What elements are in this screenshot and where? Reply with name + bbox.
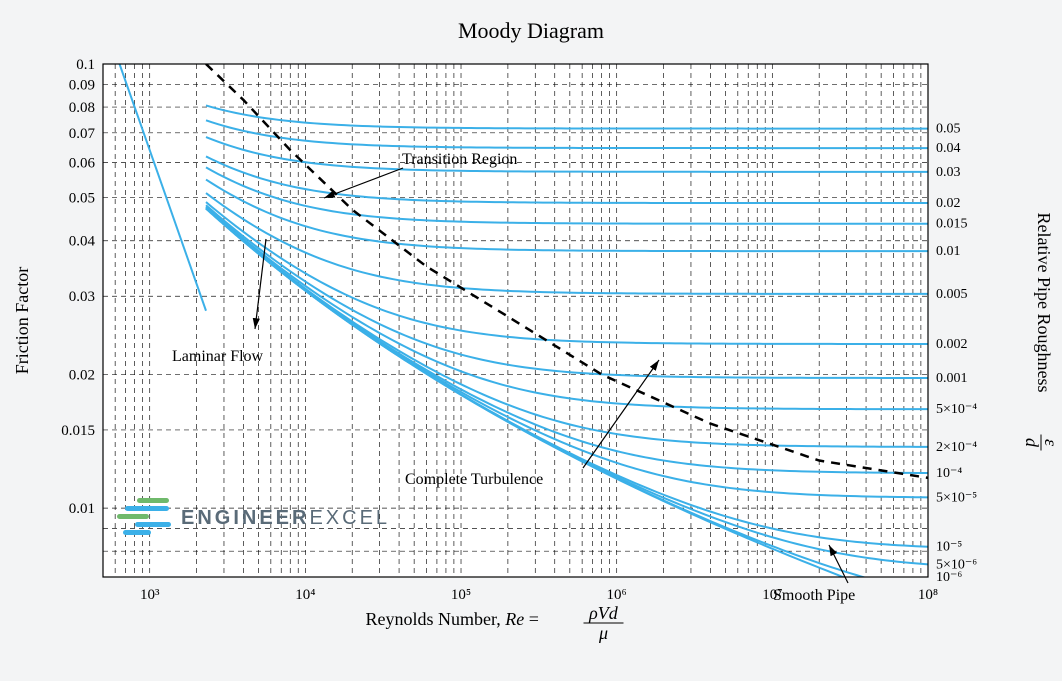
- svg-text:0.001: 0.001: [936, 371, 968, 386]
- svg-text:10⁻⁶: 10⁻⁶: [936, 570, 962, 585]
- svg-text:10⁴: 10⁴: [295, 587, 315, 603]
- svg-text:0.03: 0.03: [69, 289, 95, 305]
- svg-text:ρVd: ρVd: [588, 603, 619, 623]
- svg-text:10⁶: 10⁶: [607, 587, 627, 603]
- svg-text:Complete Turbulence: Complete Turbulence: [405, 471, 543, 488]
- svg-text:0.06: 0.06: [69, 156, 96, 172]
- svg-text:d: d: [1022, 438, 1042, 448]
- svg-text:10⁻⁴: 10⁻⁴: [936, 466, 962, 481]
- svg-text:0.04: 0.04: [69, 234, 96, 250]
- svg-text:10⁸: 10⁸: [918, 587, 938, 603]
- svg-text:0.04: 0.04: [936, 141, 961, 156]
- svg-text:10⁷: 10⁷: [762, 587, 782, 603]
- svg-text:10⁻⁵: 10⁻⁵: [936, 540, 962, 555]
- y-axis-label: Friction Factor: [12, 267, 32, 374]
- svg-text:5×10⁻⁵: 5×10⁻⁵: [936, 490, 977, 505]
- svg-text:0.05: 0.05: [936, 122, 961, 137]
- svg-text:0.08: 0.08: [69, 100, 95, 116]
- svg-text:0.01: 0.01: [936, 244, 961, 259]
- svg-text:Laminar Flow: Laminar Flow: [172, 348, 264, 365]
- svg-text:10⁵: 10⁵: [451, 587, 471, 603]
- moody-diagram: Laminar Flow Transition Region Complete Tu…: [0, 0, 1062, 681]
- svg-text:μ: μ: [598, 623, 608, 643]
- svg-text:0.005: 0.005: [936, 287, 968, 302]
- svg-text:0.09: 0.09: [69, 77, 95, 93]
- svg-text:0.015: 0.015: [61, 423, 95, 439]
- svg-text:Transition Region: Transition Region: [402, 151, 517, 168]
- svg-text:0.002: 0.002: [936, 337, 968, 352]
- chart-title: Moody Diagram: [458, 18, 604, 43]
- svg-text:2×10⁻⁴: 2×10⁻⁴: [936, 440, 977, 455]
- svg-text:0.03: 0.03: [936, 165, 961, 180]
- svg-text:ENGINEEREXCEL: ENGINEEREXCEL: [181, 507, 390, 529]
- svg-text:10³: 10³: [140, 587, 160, 603]
- svg-text:Relative Pipe Roughness: Relative Pipe Roughness: [1034, 213, 1054, 393]
- svg-text:0.02: 0.02: [936, 196, 961, 211]
- svg-text:0.015: 0.015: [936, 217, 968, 232]
- svg-text:ε: ε: [1041, 439, 1061, 447]
- svg-text:0.07: 0.07: [69, 126, 96, 142]
- svg-text:Reynolds Number, Re =: Reynolds Number, Re =: [366, 609, 539, 629]
- svg-text:0.01: 0.01: [69, 501, 95, 517]
- svg-text:0.1: 0.1: [76, 57, 95, 73]
- svg-text:0.05: 0.05: [69, 191, 95, 207]
- svg-text:5×10⁻⁴: 5×10⁻⁴: [936, 402, 977, 417]
- svg-text:Smooth Pipe: Smooth Pipe: [773, 587, 855, 604]
- svg-text:0.02: 0.02: [69, 367, 95, 383]
